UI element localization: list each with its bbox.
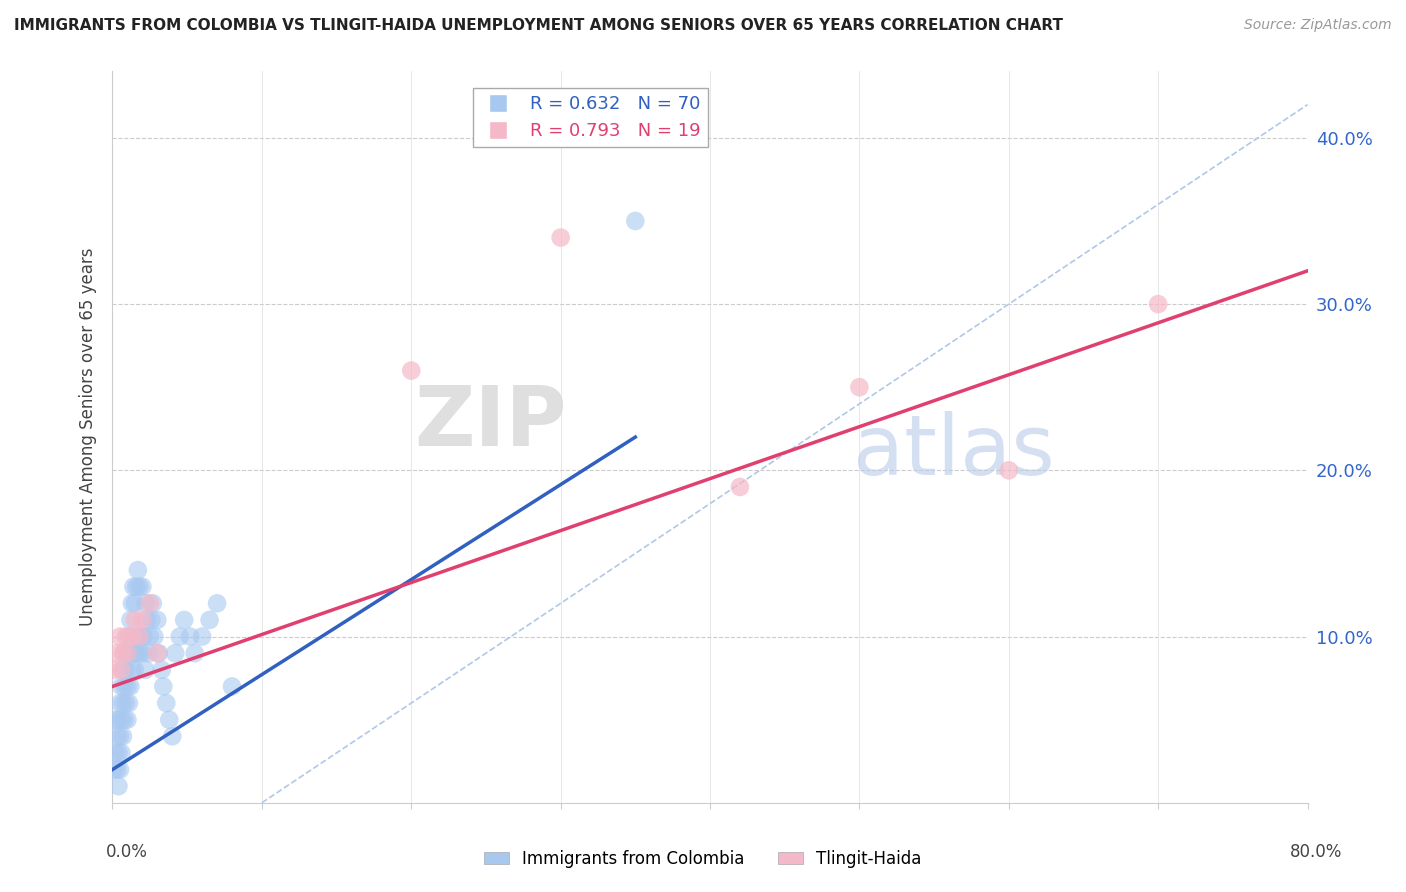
Point bbox=[122, 646, 145, 660]
Point bbox=[143, 630, 166, 644]
Point bbox=[146, 613, 169, 627]
Point bbox=[131, 580, 153, 594]
Text: 80.0%: 80.0% bbox=[1291, 843, 1343, 861]
Point bbox=[117, 646, 139, 660]
Point bbox=[127, 563, 149, 577]
Point bbox=[111, 663, 134, 677]
Point bbox=[169, 630, 191, 644]
Point bbox=[152, 680, 174, 694]
Point bbox=[173, 613, 195, 627]
Point bbox=[107, 713, 129, 727]
Point bbox=[121, 663, 143, 677]
Legend: R = 0.632   N = 70, R = 0.793   N = 19: R = 0.632 N = 70, R = 0.793 N = 19 bbox=[472, 87, 709, 147]
Point bbox=[115, 696, 138, 710]
Point bbox=[848, 380, 870, 394]
Point bbox=[205, 596, 228, 610]
Point bbox=[134, 596, 156, 610]
Point bbox=[179, 630, 201, 644]
Point bbox=[401, 363, 423, 377]
Point bbox=[108, 729, 131, 743]
Point bbox=[121, 630, 143, 644]
Point bbox=[110, 663, 132, 677]
Point bbox=[110, 746, 132, 760]
Point bbox=[183, 646, 205, 660]
Point bbox=[146, 646, 169, 660]
Point bbox=[111, 729, 134, 743]
Text: Source: ZipAtlas.com: Source: ZipAtlas.com bbox=[1244, 18, 1392, 32]
Point bbox=[103, 663, 125, 677]
Point bbox=[122, 580, 145, 594]
Point bbox=[118, 696, 141, 710]
Point bbox=[198, 613, 221, 627]
Point bbox=[128, 630, 150, 644]
Point bbox=[1147, 297, 1170, 311]
Point bbox=[105, 646, 128, 660]
Point bbox=[135, 613, 157, 627]
Text: IMMIGRANTS FROM COLOMBIA VS TLINGIT-HAIDA UNEMPLOYMENT AMONG SENIORS OVER 65 YEA: IMMIGRANTS FROM COLOMBIA VS TLINGIT-HAID… bbox=[14, 18, 1063, 33]
Point bbox=[107, 779, 129, 793]
Point bbox=[139, 596, 162, 610]
Point bbox=[131, 613, 153, 627]
Point bbox=[114, 646, 135, 660]
Point bbox=[108, 696, 131, 710]
Point bbox=[165, 646, 187, 660]
Point bbox=[141, 613, 163, 627]
Point bbox=[728, 480, 751, 494]
Text: atlas: atlas bbox=[853, 411, 1054, 492]
Point bbox=[120, 613, 142, 627]
Point bbox=[111, 646, 134, 660]
Point bbox=[128, 580, 150, 594]
Point bbox=[155, 696, 177, 710]
Point bbox=[162, 729, 183, 743]
Point bbox=[148, 646, 170, 660]
Legend: Immigrants from Colombia, Tlingit-Haida: Immigrants from Colombia, Tlingit-Haida bbox=[478, 844, 928, 875]
Point bbox=[104, 746, 127, 760]
Point bbox=[134, 663, 156, 677]
Point bbox=[117, 646, 139, 660]
Point bbox=[108, 630, 131, 644]
Point bbox=[221, 680, 243, 694]
Point bbox=[114, 713, 135, 727]
Y-axis label: Unemployment Among Seniors over 65 years: Unemployment Among Seniors over 65 years bbox=[79, 248, 97, 626]
Point bbox=[103, 763, 125, 777]
Point bbox=[121, 596, 143, 610]
Text: 0.0%: 0.0% bbox=[105, 843, 148, 861]
Point bbox=[124, 613, 146, 627]
Point bbox=[127, 630, 149, 644]
Point bbox=[117, 713, 139, 727]
Point bbox=[105, 763, 128, 777]
Point bbox=[128, 646, 150, 660]
Point bbox=[998, 463, 1021, 477]
Point bbox=[191, 630, 214, 644]
Point bbox=[129, 630, 152, 644]
Point bbox=[132, 630, 155, 644]
Point bbox=[142, 596, 165, 610]
Text: ZIP: ZIP bbox=[415, 382, 567, 463]
Point bbox=[110, 680, 132, 694]
Point bbox=[139, 630, 162, 644]
Point bbox=[118, 630, 141, 644]
Point bbox=[125, 646, 148, 660]
Point bbox=[124, 663, 146, 677]
Point bbox=[107, 746, 129, 760]
Point bbox=[114, 680, 135, 694]
Point bbox=[624, 214, 647, 228]
Point bbox=[111, 696, 134, 710]
Point bbox=[550, 230, 572, 244]
Point bbox=[120, 680, 142, 694]
Point bbox=[157, 713, 180, 727]
Point bbox=[150, 663, 173, 677]
Point bbox=[124, 596, 146, 610]
Point bbox=[115, 663, 138, 677]
Point bbox=[138, 646, 160, 660]
Point bbox=[115, 630, 138, 644]
Point bbox=[105, 729, 128, 743]
Point bbox=[131, 646, 153, 660]
Point bbox=[108, 763, 131, 777]
Point bbox=[117, 680, 139, 694]
Point bbox=[110, 713, 132, 727]
Point bbox=[125, 580, 148, 594]
Point bbox=[104, 713, 127, 727]
